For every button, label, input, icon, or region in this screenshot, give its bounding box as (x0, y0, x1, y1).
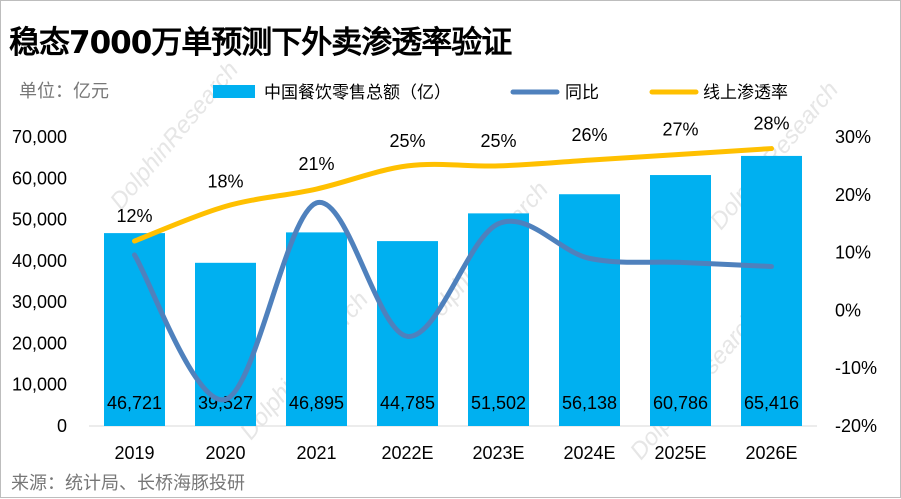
bar-data-label: 44,785 (380, 393, 435, 413)
x-axis-tick-label: 2019 (114, 443, 154, 463)
bar-data-label: 39,527 (198, 393, 253, 413)
penetration-data-label: 28% (753, 114, 789, 134)
left-axis-tick-label: 70,000 (12, 127, 67, 147)
bar (377, 241, 438, 426)
penetration-data-label: 21% (298, 154, 334, 174)
left-axis-tick-label: 20,000 (12, 333, 67, 353)
penetration-point (134, 240, 135, 242)
penetration-line-series (132, 146, 774, 244)
yoy-point (589, 257, 590, 259)
x-axis-tick-label: 2023E (472, 443, 524, 463)
bar (559, 194, 620, 426)
left-axis-tick-label: 60,000 (12, 168, 67, 188)
left-axis-tick-label: 50,000 (12, 210, 67, 230)
right-axis-tick-label: -10% (835, 358, 877, 378)
bar-data-label: 46,721 (107, 393, 162, 413)
penetration-data-labels: 12% 18% 21% 25% 25% 26% 27% 28% (116, 114, 789, 226)
penetration-line (132, 146, 774, 244)
left-axis: 0 10,000 20,000 30,000 40,000 50,000 60,000 70,… (12, 127, 67, 436)
bar (468, 213, 529, 426)
penetration-point (407, 165, 408, 167)
penetration-data-label: 25% (389, 131, 425, 151)
yoy-point (680, 261, 681, 263)
bar-data-label: 51,502 (471, 393, 526, 413)
bar-data-label: 46,895 (289, 393, 344, 413)
x-axis-tick-label: 2024E (563, 443, 615, 463)
x-axis-tick-label: 2022E (381, 443, 433, 463)
bar (650, 175, 711, 426)
yoy-point (134, 254, 135, 256)
bar (286, 232, 347, 426)
legend-label-bar: 中国餐饮零售总额（亿） (264, 83, 451, 103)
unit-label: 单位：亿元 (19, 81, 109, 102)
x-axis: 2019 2020 2021 2022E 2023E 2024E 2025E 2026E (89, 425, 817, 463)
yoy-point (316, 202, 317, 204)
bar (741, 155, 802, 427)
left-axis-tick-label: 0 (57, 416, 67, 436)
right-axis-tick-label: 0% (835, 300, 861, 320)
left-axis-tick-label: 30,000 (12, 292, 67, 312)
right-axis-tick-label: -20% (835, 416, 877, 436)
bar (104, 233, 165, 426)
legend-label-penetration: 线上渗透率 (703, 83, 788, 103)
penetration-data-label: 25% (480, 131, 516, 151)
legend-swatch-bar (213, 85, 255, 98)
left-axis-tick-label: 10,000 (12, 375, 67, 395)
penetration-data-label: 26% (571, 125, 607, 145)
legend-label-yoy: 同比 (565, 83, 599, 103)
penetration-data-label: 12% (116, 206, 152, 226)
penetration-point (680, 153, 681, 155)
bar-data-label: 56,138 (562, 393, 617, 413)
chart-title: 稳态7000万单预测下外卖渗透率验证 (9, 25, 512, 61)
yoy-line-series (132, 200, 774, 402)
bar-data-label: 60,786 (653, 393, 708, 413)
penetration-point (589, 159, 590, 161)
x-axis-tick-label: 2021 (296, 443, 336, 463)
bar-series (104, 155, 802, 427)
penetration-point (225, 205, 226, 207)
bar-data-label: 65,416 (744, 393, 799, 413)
x-axis-tick-label: 2026E (745, 443, 797, 463)
x-axis-tick-label: 2020 (205, 443, 245, 463)
penetration-data-label: 18% (207, 171, 243, 191)
penetration-point (316, 188, 317, 190)
penetration-point (771, 148, 772, 150)
yoy-point (498, 223, 499, 225)
chart-legend: 中国餐饮零售总额（亿） 同比 线上渗透率 (213, 83, 788, 103)
right-axis: -20% -10% 0% 10% 20% 30% (835, 127, 877, 436)
source-note: 来源：统计局、长桥海豚投研 (11, 473, 245, 494)
left-axis-tick-label: 40,000 (12, 251, 67, 271)
yoy-point (225, 398, 226, 400)
penetration-data-label: 27% (662, 119, 698, 139)
right-axis-tick-label: 30% (835, 127, 871, 147)
yoy-point (771, 265, 772, 267)
right-axis-tick-label: 10% (835, 243, 871, 263)
penetration-point (498, 165, 499, 167)
yoy-point (407, 335, 408, 337)
x-axis-tick-label: 2025E (654, 443, 706, 463)
right-axis-tick-label: 20% (835, 185, 871, 205)
